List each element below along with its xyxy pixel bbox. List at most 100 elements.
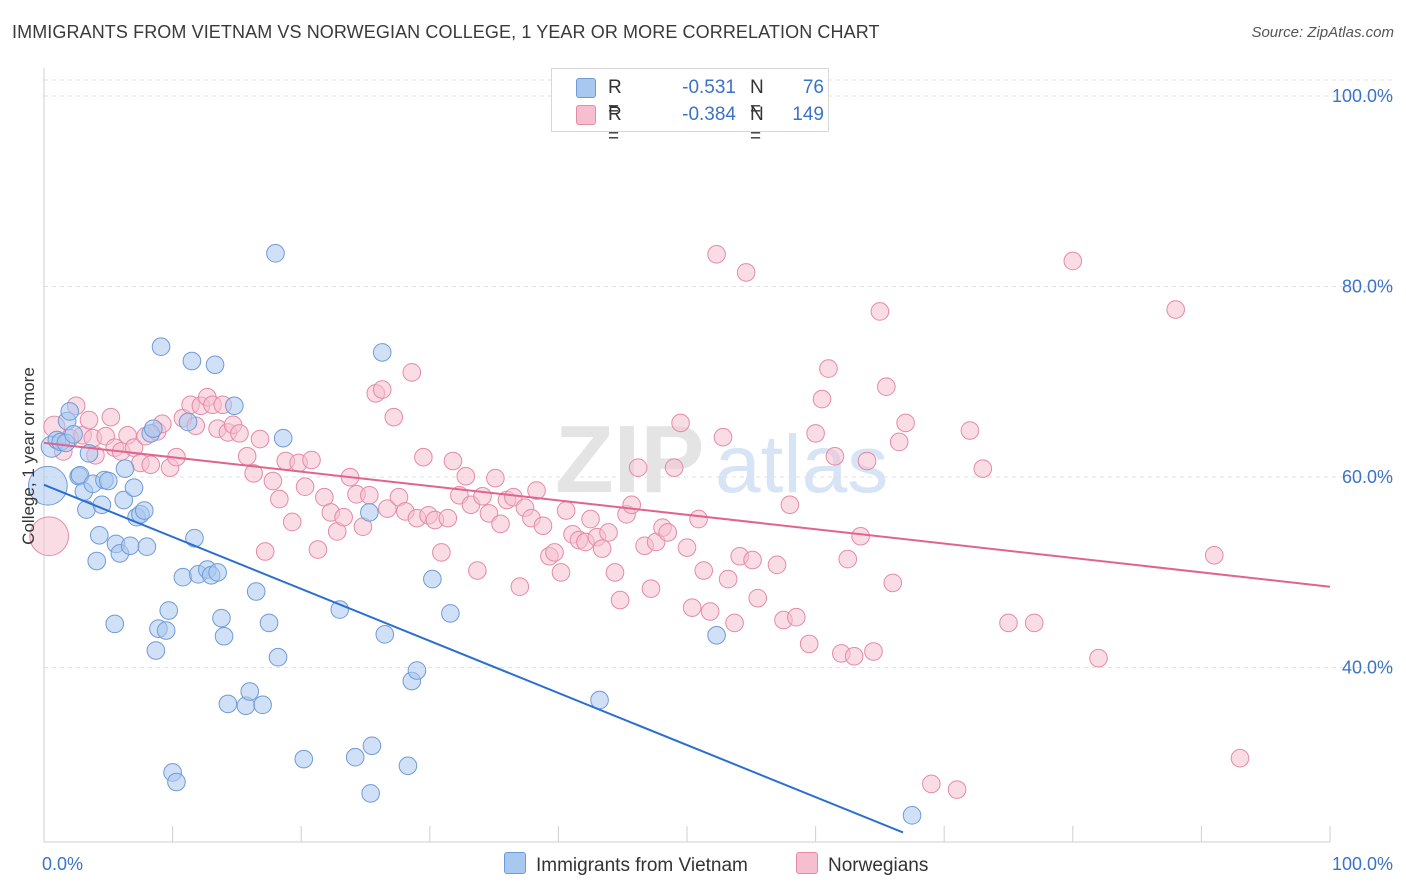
- data-point: [787, 607, 806, 627]
- data-point: [486, 468, 505, 488]
- data-point: [250, 429, 270, 449]
- axis-labels: College, 1 year or more 0.0% 100.0%: [19, 367, 1393, 874]
- data-point: [851, 526, 870, 546]
- data-point: [173, 567, 193, 587]
- data-point: [443, 451, 463, 471]
- data-point: [99, 471, 118, 491]
- data-point: [259, 613, 279, 633]
- data-point: [736, 263, 756, 282]
- data-point: [345, 747, 365, 767]
- data-point: [330, 600, 350, 619]
- data-point: [273, 428, 293, 448]
- data-point: [479, 504, 499, 523]
- data-point: [230, 424, 249, 443]
- data-point: [294, 749, 314, 769]
- data-point: [79, 410, 99, 430]
- data-point: [556, 501, 576, 520]
- y-tick-label: 80.0%: [1342, 277, 1393, 297]
- data-point: [270, 489, 289, 509]
- data-point: [1230, 748, 1250, 768]
- legend-r-label: R =: [608, 104, 622, 147]
- legend-r-value: -0.384: [682, 104, 736, 125]
- x-tick-label-min: 0.0%: [42, 854, 83, 874]
- data-point: [725, 613, 744, 633]
- data-point: [64, 425, 83, 444]
- legend-r-value: -0.531: [682, 77, 736, 98]
- data-point: [622, 495, 642, 515]
- data-point: [780, 495, 800, 515]
- x-tick-label-max: 100.0%: [1332, 854, 1393, 874]
- data-point: [268, 647, 288, 667]
- data-point: [282, 512, 302, 532]
- data-point: [205, 355, 225, 375]
- data-point: [362, 736, 382, 756]
- data-point: [605, 563, 625, 582]
- data-point: [599, 523, 618, 542]
- data-point: [694, 561, 714, 580]
- data-point: [178, 412, 198, 432]
- source-label: Source: ZipAtlas.com: [1251, 24, 1394, 41]
- bottom-legend-swatch-norwegians: [796, 852, 818, 874]
- data-point: [423, 569, 442, 589]
- data-point: [151, 337, 171, 357]
- data-point: [889, 432, 909, 452]
- legend-swatch-norwegians: [576, 105, 596, 125]
- data-point: [767, 555, 787, 575]
- data-point: [218, 694, 238, 714]
- data-point: [581, 509, 600, 529]
- y-tick-label: 100.0%: [1332, 86, 1393, 106]
- data-point: [671, 413, 690, 433]
- data-point: [658, 523, 678, 542]
- data-point: [748, 588, 768, 608]
- data-point: [246, 582, 266, 601]
- legend-n-value: 76: [802, 77, 824, 98]
- data-point: [545, 543, 564, 562]
- bottom-legend-swatch-vietnam: [504, 852, 526, 874]
- legend-n-value: 149: [792, 104, 824, 125]
- data-point: [167, 772, 186, 792]
- data-point: [641, 579, 661, 598]
- data-point: [255, 542, 275, 561]
- data-point: [527, 481, 546, 500]
- data-point: [628, 458, 648, 477]
- data-point: [707, 245, 726, 264]
- data-point: [664, 458, 684, 477]
- data-point: [825, 446, 845, 466]
- bottom-legend-label-vietnam: Immigrants from Vietnam: [536, 855, 748, 876]
- legend-swatch-vietnam: [576, 78, 596, 98]
- data-point: [156, 621, 176, 640]
- data-points: [27, 244, 1250, 825]
- data-point: [819, 359, 838, 378]
- data-point: [1089, 648, 1108, 668]
- data-point: [295, 477, 315, 497]
- data-point: [372, 380, 392, 399]
- data-point: [1024, 613, 1044, 633]
- data-point: [214, 626, 234, 646]
- data-point: [432, 543, 451, 562]
- data-point: [114, 490, 134, 510]
- data-point: [922, 774, 941, 794]
- data-point: [407, 661, 427, 680]
- data-point: [124, 478, 144, 497]
- data-point: [456, 466, 476, 486]
- data-point: [468, 561, 487, 580]
- data-point: [372, 343, 392, 362]
- data-point: [551, 563, 571, 582]
- data-point: [857, 451, 877, 471]
- data-point: [360, 485, 379, 505]
- data-point: [902, 806, 922, 825]
- data-point: [263, 471, 283, 491]
- data-point: [806, 424, 825, 443]
- trend-lines: [43, 441, 1331, 834]
- data-point: [208, 563, 227, 582]
- data-point: [334, 507, 353, 527]
- data-point: [105, 614, 125, 634]
- data-point: [115, 459, 135, 478]
- data-point: [244, 464, 263, 483]
- data-point: [896, 413, 915, 433]
- data-point: [135, 501, 154, 520]
- data-point: [592, 539, 612, 558]
- data-point: [864, 642, 883, 661]
- data-point: [237, 446, 257, 466]
